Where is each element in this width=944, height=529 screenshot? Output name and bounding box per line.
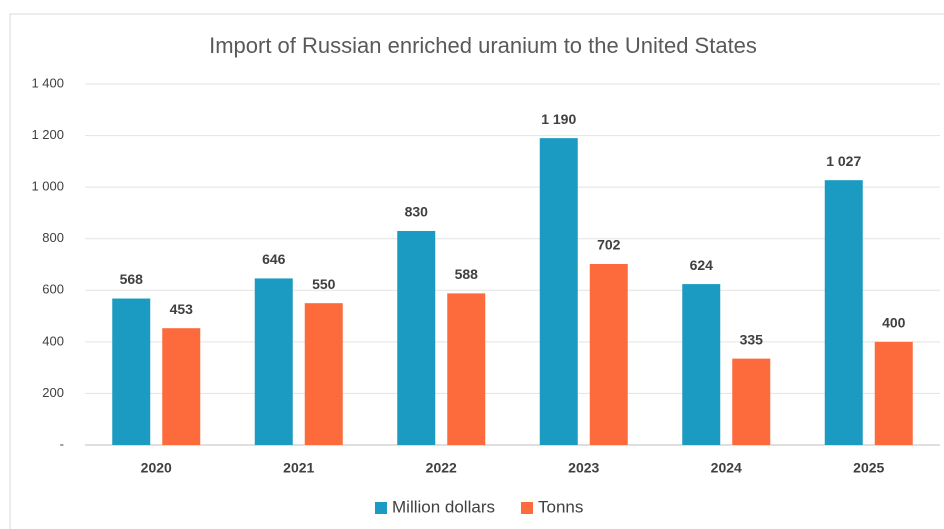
x-tick-label: 2020 bbox=[141, 460, 172, 476]
value-label: 400 bbox=[882, 315, 906, 331]
y-tick-label: - bbox=[60, 436, 64, 451]
y-tick-label: 1 400 bbox=[31, 75, 64, 90]
chart-title: Import of Russian enriched uranium to th… bbox=[209, 33, 757, 58]
value-label: 830 bbox=[405, 204, 429, 220]
x-tick-label: 2021 bbox=[283, 460, 314, 476]
x-tick-label: 2025 bbox=[853, 460, 884, 476]
x-tick-label: 2023 bbox=[568, 460, 599, 476]
y-tick-label: 800 bbox=[42, 230, 64, 245]
bar bbox=[874, 341, 913, 445]
legend-label: Million dollars bbox=[392, 497, 495, 516]
y-tick-label: 1 000 bbox=[31, 179, 64, 194]
bar bbox=[824, 180, 863, 445]
y-tick-label: 1 200 bbox=[31, 127, 64, 142]
value-label: 453 bbox=[170, 301, 194, 317]
value-label: 335 bbox=[740, 331, 764, 347]
value-label: 550 bbox=[312, 276, 336, 292]
bar bbox=[539, 138, 578, 445]
legend-swatch bbox=[375, 502, 387, 514]
value-label: 702 bbox=[597, 237, 621, 253]
value-label: 568 bbox=[120, 271, 144, 287]
value-label: 588 bbox=[455, 266, 479, 282]
bar bbox=[112, 298, 151, 445]
legend-swatch bbox=[520, 502, 533, 514]
x-tick-label: 2022 bbox=[426, 460, 457, 476]
y-tick-label: 200 bbox=[42, 385, 64, 400]
y-tick-label: 400 bbox=[42, 333, 64, 348]
bar bbox=[447, 293, 486, 445]
value-label: 624 bbox=[690, 257, 714, 273]
value-label: 1 027 bbox=[826, 153, 861, 169]
bar bbox=[589, 263, 628, 445]
value-label: 1 190 bbox=[541, 111, 576, 127]
y-tick-label: 600 bbox=[42, 282, 64, 297]
bar bbox=[162, 328, 201, 445]
bar bbox=[304, 303, 343, 445]
bar bbox=[682, 284, 721, 445]
value-label: 646 bbox=[262, 251, 286, 267]
x-tick-label: 2024 bbox=[711, 460, 742, 476]
bar bbox=[254, 278, 293, 445]
bar bbox=[732, 358, 771, 445]
legend-label: Tonns bbox=[538, 497, 583, 516]
bar bbox=[397, 230, 436, 445]
